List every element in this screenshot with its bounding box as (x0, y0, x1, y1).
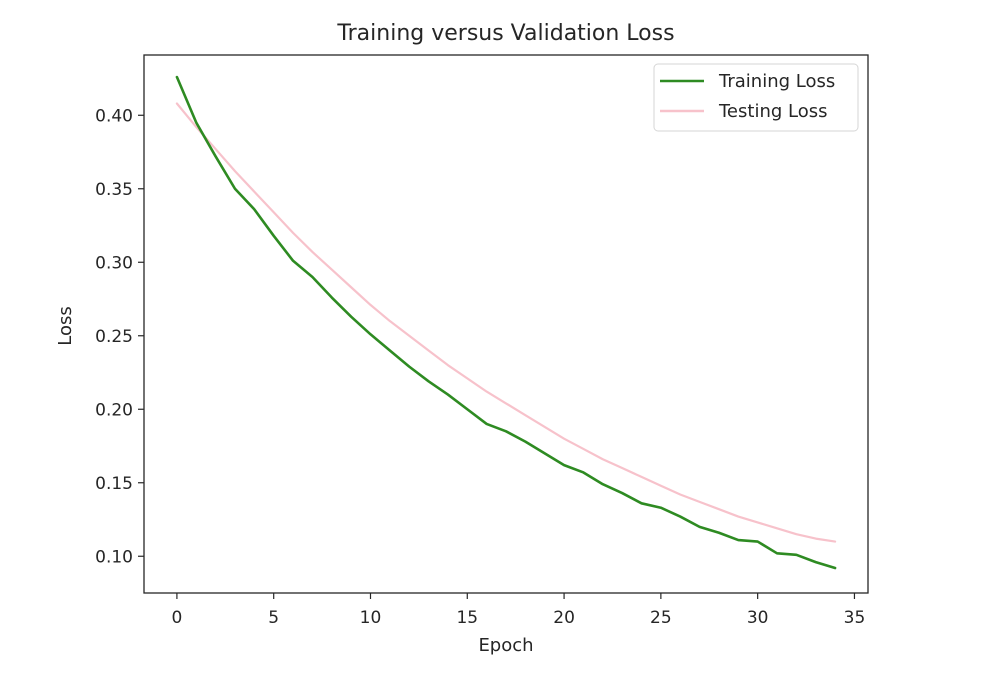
legend: Training Loss Testing Loss (653, 63, 859, 132)
series-line-testing-loss (175, 102, 837, 543)
x-tick-label: 30 (747, 608, 769, 628)
y-tick-label: 0.10 (95, 547, 133, 567)
x-tick-label: 5 (268, 608, 279, 628)
x-tick-label: 15 (456, 608, 478, 628)
x-tick-label: 10 (360, 608, 382, 628)
series-layer (175, 75, 837, 570)
x-tick-label: 20 (553, 608, 575, 628)
axes-frame (143, 54, 869, 594)
x-axis-label: Epoch (478, 635, 533, 656)
plot-area (143, 54, 869, 594)
y-axis-label: Loss (55, 306, 76, 345)
y-tick-label: 0.20 (95, 400, 133, 420)
y-tick-label: 0.25 (95, 327, 133, 347)
x-tick-label: 35 (844, 608, 866, 628)
y-tick-label: 0.40 (95, 106, 133, 126)
legend-label-testing-loss: Testing Loss (718, 101, 827, 122)
series-line-training-loss (175, 75, 837, 570)
chart-title: Training versus Validation Loss (336, 21, 674, 46)
legend-box (653, 63, 859, 132)
y-tick-label: 0.30 (95, 253, 133, 273)
x-axis: 0 5 10 15 20 25 30 35 (171, 593, 865, 628)
x-tick-label: 25 (650, 608, 672, 628)
y-axis: 0.10 0.15 0.20 0.25 0.30 0.35 0.40 (95, 106, 144, 567)
y-tick-label: 0.15 (95, 474, 133, 494)
y-tick-label: 0.35 (95, 180, 133, 200)
legend-label-training-loss: Training Loss (718, 71, 835, 92)
x-tick-label: 0 (171, 608, 182, 628)
